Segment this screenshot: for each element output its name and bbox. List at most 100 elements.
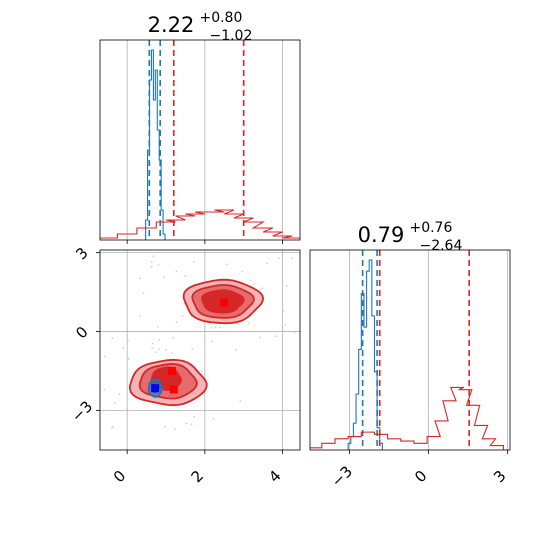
marks-right [310, 250, 504, 450]
frame-top [99, 39, 301, 241]
frame-2d [99, 249, 301, 451]
sample-point-16 [111, 337, 114, 340]
sample-point-53 [253, 283, 255, 285]
marker-blue [151, 384, 160, 393]
y-ticks-2d: −3 0 3 [68, 244, 100, 426]
sample-point-47 [152, 255, 155, 257]
sample-point-39 [259, 288, 262, 291]
sample-point-84 [158, 339, 161, 341]
sample-point-62 [94, 397, 96, 399]
title-p0-value: 2.22 [148, 13, 195, 37]
sample-point-35 [259, 336, 261, 339]
marker-red-0 [220, 298, 229, 307]
sample-point-25 [261, 287, 264, 289]
sample-point-59 [275, 335, 278, 338]
sample-point-43 [249, 279, 252, 281]
sample-point-66 [185, 422, 188, 425]
sample-point-28 [91, 392, 93, 394]
sample-point-10 [112, 426, 115, 428]
sample-point-69 [139, 277, 142, 280]
sample-point-57 [151, 347, 153, 349]
marks-2d [91, 255, 296, 431]
sample-point-72 [200, 370, 203, 372]
x-tick-label-p0-2: 4 [265, 467, 284, 486]
sample-point-51 [284, 324, 286, 326]
sample-point-23 [214, 326, 217, 329]
sample-point-11 [291, 257, 293, 259]
sample-point-67 [203, 338, 206, 341]
x-tick-label-p1-2: 3 [490, 467, 509, 486]
sample-point-12 [103, 388, 105, 391]
title-p0: 2.22 +0.80 −1.02 [148, 7, 253, 44]
sample-point-22 [122, 347, 125, 349]
sample-point-3 [150, 265, 153, 268]
grid-right [349, 250, 508, 450]
sample-point-75 [151, 342, 154, 345]
panel-hist-p0: 2.22 +0.80 −1.02 [99, 7, 301, 244]
sample-point-54 [191, 348, 193, 350]
panel-2d: −3 0 3 0 2 4 [68, 244, 301, 486]
title-p1-lower: −2.64 [419, 238, 462, 254]
sample-point-36 [127, 358, 130, 360]
sample-point-83 [285, 284, 288, 287]
sample-point-77 [142, 292, 145, 294]
sample-point-27 [211, 340, 214, 343]
sample-point-19 [163, 275, 165, 278]
sample-point-74 [96, 347, 98, 349]
sample-point-63 [175, 321, 178, 323]
grid-2d [100, 250, 300, 450]
sample-point-48 [158, 348, 160, 350]
sample-point-79 [226, 263, 228, 265]
sample-point-32 [155, 351, 157, 353]
y-tick-label-p1-1: 0 [72, 323, 91, 342]
x-tick-label-p0-1: 2 [188, 467, 207, 486]
sample-point-60 [164, 425, 166, 428]
sample-point-87 [266, 262, 269, 265]
sample-point-7 [219, 326, 221, 329]
sample-point-40 [174, 428, 176, 431]
marker-red-2 [169, 385, 178, 394]
sample-point-30 [239, 399, 242, 402]
title-p0-lower: −1.02 [209, 28, 252, 44]
marks-top [100, 40, 300, 240]
y-tick-label-p1-0: −3 [68, 397, 96, 425]
x-tick-label-p1-0: −3 [328, 462, 356, 490]
x-tick-label-p0-0: 0 [110, 467, 129, 486]
sample-point-17 [210, 327, 213, 329]
marker-red-1 [167, 367, 176, 376]
x-ticks-2d: 0 2 4 [110, 450, 285, 486]
hist-p1-series-0 [347, 259, 383, 450]
hist-p0-series-1 [100, 209, 300, 239]
sample-point-26 [105, 409, 108, 412]
sample-point-64 [212, 417, 215, 420]
sample-point-55 [175, 270, 178, 273]
sample-point-6 [190, 423, 193, 426]
sample-point-8 [193, 415, 195, 418]
sample-point-5 [184, 275, 187, 277]
frame-right [309, 249, 511, 451]
sample-point-15 [247, 322, 250, 325]
title-p1-upper: +0.76 [409, 220, 452, 236]
y-tick-label-p1-2: 3 [72, 244, 91, 263]
sample-point-58 [171, 352, 173, 354]
sample-point-1 [156, 326, 159, 328]
sample-point-37 [278, 257, 280, 260]
sample-point-73 [181, 315, 184, 317]
title-p1: 0.79 +0.76 −2.64 [358, 217, 463, 254]
sample-point-76 [114, 401, 116, 404]
sample-point-45 [139, 315, 141, 317]
sample-point-34 [126, 408, 129, 410]
title-p0-upper: +0.80 [199, 10, 242, 26]
sample-point-21 [151, 261, 153, 264]
sample-point-81 [157, 264, 160, 266]
sample-point-89 [241, 270, 244, 273]
sample-point-38 [234, 349, 237, 351]
contour-blue-0 [147, 378, 163, 398]
sample-point-71 [193, 261, 195, 263]
sample-point-56 [111, 427, 113, 429]
title-p1-value: 0.79 [358, 223, 405, 247]
x-ticks-right: −3 0 3 [328, 450, 510, 491]
panel-hist-p1: 0.79 +0.76 −2.64 −3 0 3 [309, 217, 511, 491]
x-tick-label-p1-1: 0 [411, 467, 430, 486]
